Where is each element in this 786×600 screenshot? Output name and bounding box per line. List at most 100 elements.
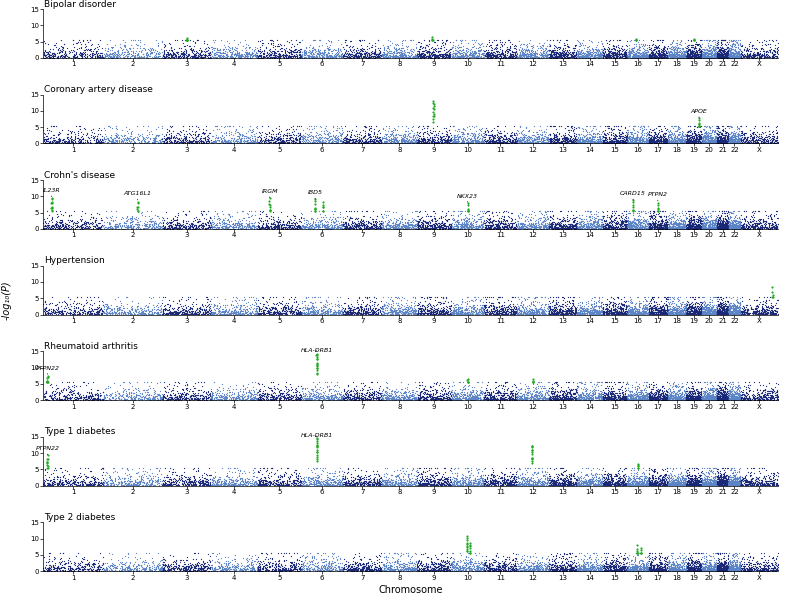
Point (439, 308, 451, 318)
Point (468, 132, 481, 142)
Point (335, 39, 347, 49)
Point (456, 563, 468, 573)
Point (150, 476, 163, 485)
Point (338, 307, 351, 316)
Point (706, 53, 718, 62)
Point (697, 566, 710, 575)
Point (211, 476, 223, 486)
Point (606, 124, 619, 134)
Point (676, 51, 689, 61)
Point (585, 392, 597, 401)
Point (511, 222, 523, 232)
Point (720, 470, 733, 480)
Point (663, 474, 676, 484)
Point (143, 307, 156, 316)
Point (684, 121, 696, 130)
Text: NKX23: NKX23 (457, 194, 478, 202)
Point (685, 220, 697, 230)
Point (300, 52, 313, 62)
Point (304, 395, 317, 405)
Point (578, 564, 590, 574)
Point (630, 44, 643, 54)
Point (760, 565, 773, 575)
Point (704, 308, 717, 318)
Point (489, 481, 501, 490)
Point (348, 50, 361, 60)
Point (600, 473, 612, 483)
Point (753, 224, 766, 233)
Point (509, 389, 522, 398)
Point (681, 566, 694, 575)
Point (164, 477, 177, 487)
Point (347, 53, 360, 62)
Point (369, 562, 381, 572)
Point (705, 559, 718, 568)
Point (653, 392, 666, 401)
Point (120, 52, 133, 61)
Point (126, 480, 138, 490)
Point (623, 564, 636, 574)
Point (149, 50, 161, 59)
Point (557, 307, 570, 316)
Point (273, 50, 285, 59)
Point (595, 395, 608, 404)
Point (729, 481, 742, 490)
Point (602, 389, 615, 398)
Point (323, 392, 336, 401)
Point (544, 481, 556, 490)
Point (710, 387, 722, 397)
Point (376, 306, 388, 316)
Point (680, 292, 692, 301)
Point (604, 214, 616, 224)
Point (696, 469, 709, 478)
Point (406, 304, 418, 314)
Point (118, 220, 130, 230)
Point (458, 49, 471, 58)
Point (548, 476, 560, 486)
Point (549, 300, 561, 310)
Point (178, 308, 191, 317)
Point (593, 51, 606, 61)
Point (649, 478, 662, 488)
Point (443, 224, 455, 233)
Point (685, 222, 697, 232)
Point (498, 478, 511, 488)
Point (693, 480, 706, 490)
Point (390, 134, 402, 143)
Point (343, 212, 356, 222)
Point (304, 223, 317, 232)
Point (582, 41, 595, 51)
Point (483, 306, 495, 316)
Point (359, 565, 372, 575)
Point (270, 292, 282, 301)
Point (659, 388, 671, 398)
Point (759, 40, 772, 49)
Point (713, 137, 725, 146)
Point (513, 391, 526, 401)
Point (689, 563, 702, 572)
Point (247, 221, 259, 230)
Point (329, 473, 342, 482)
Point (450, 560, 462, 570)
Point (307, 137, 320, 146)
Point (298, 481, 310, 490)
Point (647, 380, 659, 390)
Point (733, 50, 746, 60)
Point (460, 563, 472, 573)
Point (604, 564, 617, 574)
Point (571, 478, 584, 487)
Point (695, 475, 707, 485)
Point (493, 217, 505, 226)
Point (489, 309, 501, 319)
Point (740, 307, 752, 317)
Point (641, 481, 653, 490)
Point (720, 224, 733, 233)
Point (453, 392, 465, 402)
Point (70, 394, 83, 403)
Point (495, 310, 508, 319)
Point (769, 53, 782, 62)
Point (772, 309, 784, 319)
Point (608, 134, 620, 143)
Point (714, 480, 727, 490)
Point (145, 309, 158, 319)
